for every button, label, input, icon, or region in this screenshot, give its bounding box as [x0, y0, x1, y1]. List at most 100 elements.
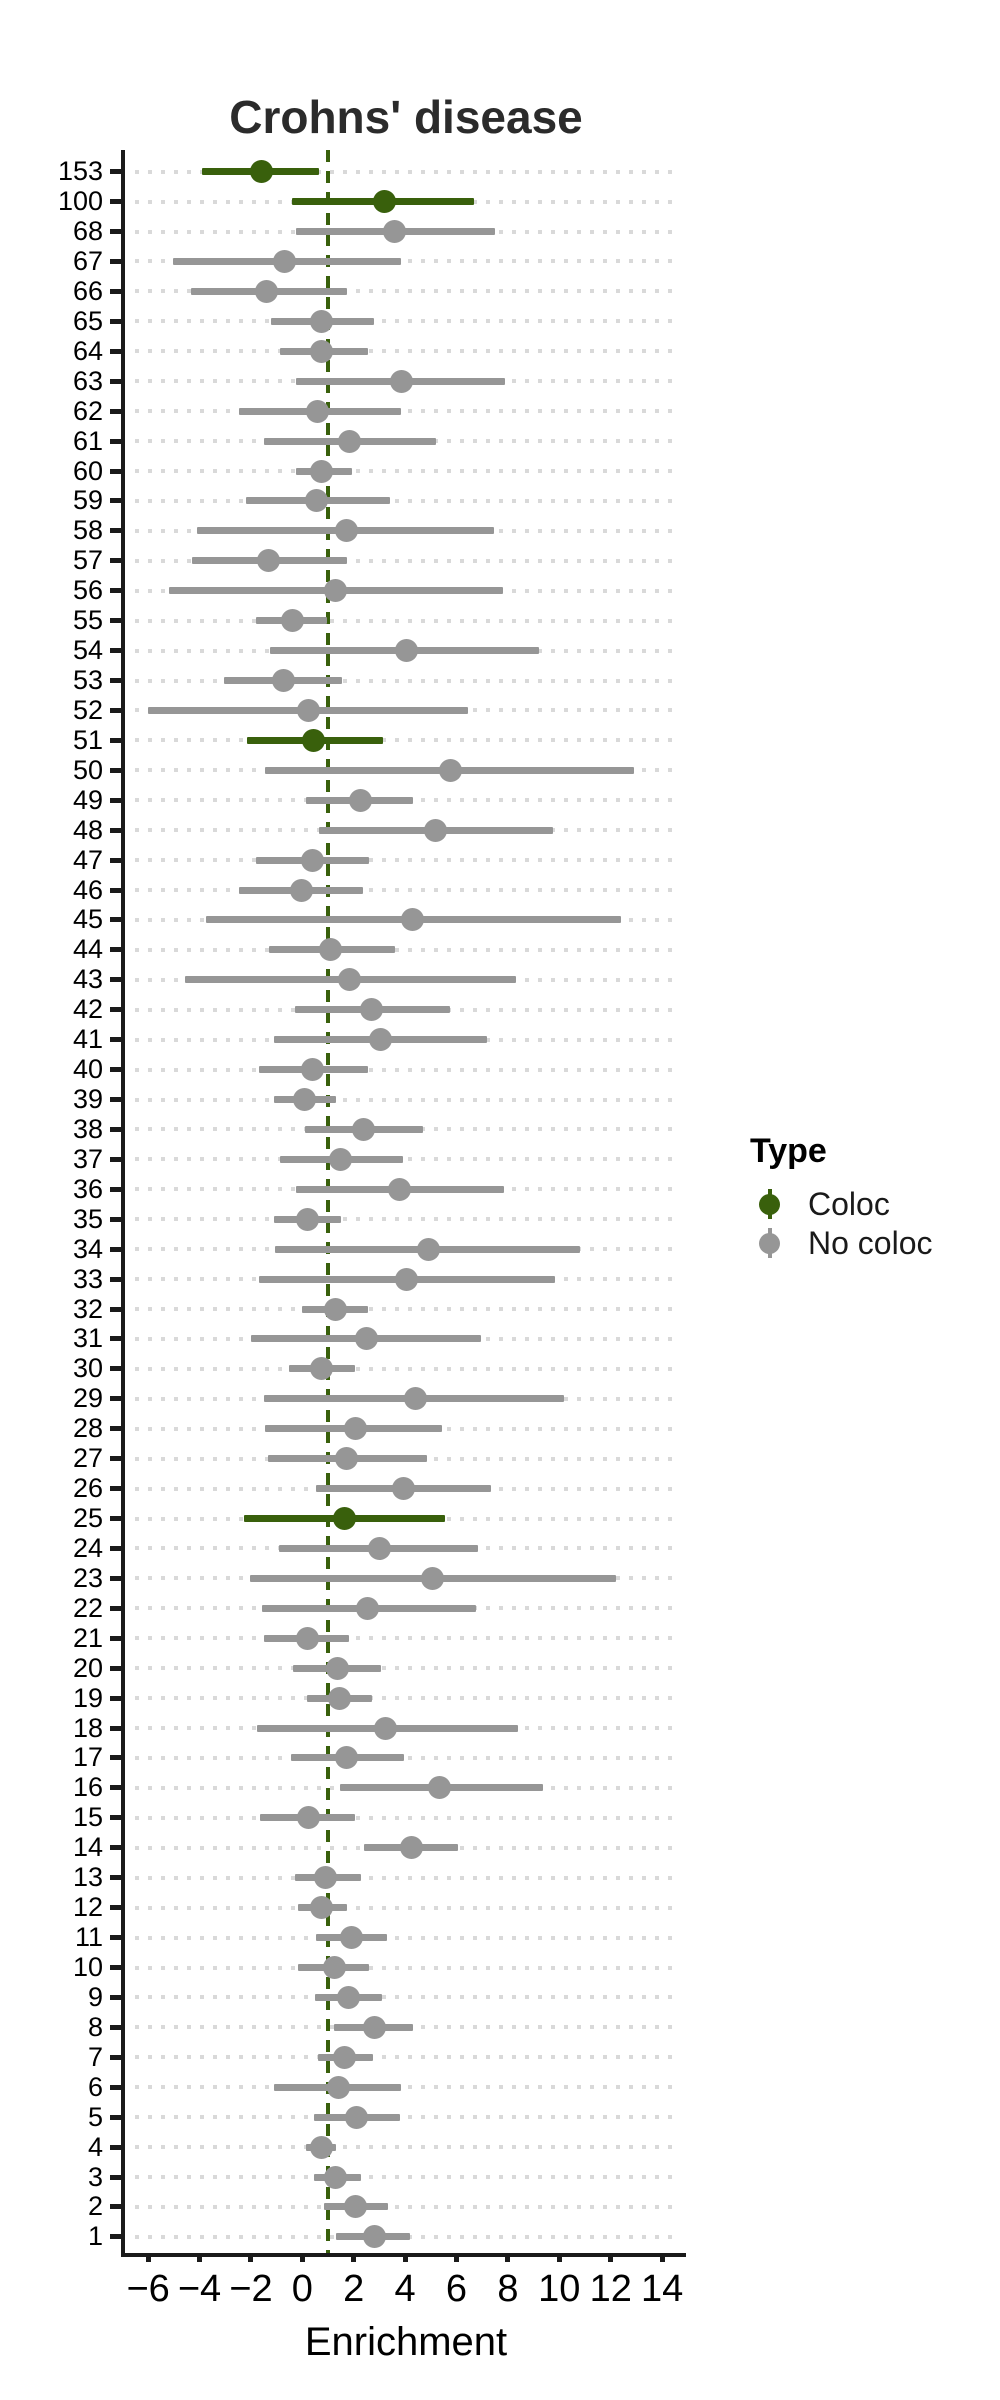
point-estimate: [373, 190, 397, 214]
y-tick-label: 21: [72, 1622, 103, 1653]
y-tick-label: 66: [72, 275, 103, 306]
point-estimate: [403, 1387, 427, 1411]
y-tick-label: 100: [57, 186, 103, 217]
y-tick: [110, 2144, 121, 2150]
y-tick: [110, 1396, 121, 1402]
y-tick: [110, 1097, 121, 1103]
gridline: [135, 349, 678, 354]
y-tick-label: 10: [72, 1952, 103, 1982]
point-estimate: [313, 1866, 337, 1890]
x-tick-label: 8: [497, 2268, 519, 2310]
y-tick-label: 33: [72, 1263, 103, 1294]
y-tick-label: 12: [72, 1892, 103, 1923]
y-tick: [110, 887, 121, 893]
y-tick-label: 55: [72, 605, 103, 636]
y-tick-label: 61: [72, 425, 103, 456]
point-estimate: [271, 669, 295, 692]
y-tick: [110, 528, 121, 534]
y-tick: [110, 1725, 121, 1731]
y-tick-label: 30: [72, 1353, 103, 1384]
y-tick-label: 13: [72, 1862, 103, 1893]
y-tick: [110, 947, 121, 953]
point-estimate: [329, 1147, 353, 1171]
legend-label: No coloc: [808, 1224, 933, 1261]
point-estimate: [362, 2015, 386, 2039]
y-tick-label: 6: [87, 2071, 103, 2102]
point-estimate: [301, 848, 325, 872]
point-estimate: [424, 818, 448, 842]
gridline: [135, 2175, 678, 2179]
y-tick-label: 25: [72, 1503, 103, 1534]
y-tick: [110, 1426, 121, 1432]
legend-label: Coloc: [808, 1185, 890, 1222]
y-tick-label: 39: [72, 1084, 103, 1115]
y-tick-label: 4: [87, 2131, 103, 2162]
gridline: [135, 498, 678, 503]
gridline: [135, 2204, 678, 2209]
y-tick-label: 27: [72, 1443, 103, 1474]
point-estimate: [369, 1028, 393, 1052]
point-estimate: [324, 2165, 348, 2189]
y-tick-label: 22: [72, 1592, 103, 1623]
y-tick: [110, 1516, 121, 1522]
y-tick: [110, 2234, 121, 2240]
y-tick-label: 3: [87, 2161, 103, 2192]
x-tick-label: −2: [229, 2268, 273, 2310]
y-tick-label: 17: [72, 1742, 103, 1773]
y-tick-label: 32: [72, 1293, 103, 1324]
x-tick: [556, 2253, 562, 2262]
y-tick: [110, 2204, 121, 2210]
y-tick: [110, 438, 121, 444]
y-tick-label: 16: [72, 1772, 103, 1803]
y-tick: [110, 2024, 121, 2030]
point-estimate: [348, 788, 372, 812]
y-tick: [110, 1785, 121, 1791]
gridline: [135, 858, 678, 863]
point-estimate: [306, 399, 330, 423]
y-tick: [110, 558, 121, 564]
point-estimate: [272, 249, 296, 273]
x-tick-label: 6: [445, 2268, 468, 2310]
y-tick: [110, 1605, 121, 1611]
y-tick-label: 60: [72, 455, 103, 486]
gridline: [135, 947, 678, 952]
y-tick-label: 26: [72, 1473, 103, 1504]
point-estimate: [310, 339, 334, 363]
y-tick-label: 38: [72, 1113, 103, 1144]
y-tick: [110, 2054, 121, 2060]
gridline: [135, 1905, 678, 1910]
point-estimate: [334, 1746, 358, 1770]
point-estimate: [310, 309, 334, 333]
point-estimate: [344, 2105, 368, 2129]
y-tick: [110, 1246, 121, 1252]
y-tick: [110, 1186, 121, 1192]
y-tick: [110, 229, 121, 235]
gridline: [135, 2055, 678, 2060]
chart-title: Crohns' disease: [229, 91, 583, 143]
point-estimate: [249, 160, 273, 184]
gridline: [135, 1875, 678, 1880]
y-tick-label: 2: [87, 2191, 103, 2222]
gridline: [135, 169, 678, 174]
y-tick: [110, 678, 121, 683]
y-tick: [110, 169, 121, 175]
y-tick: [110, 1695, 121, 1701]
y-tick-label: 52: [72, 694, 103, 725]
point-estimate: [301, 1058, 325, 1082]
y-tick-label: 41: [72, 1024, 103, 1055]
point-estimate: [374, 1716, 398, 1740]
gridline: [135, 1097, 678, 1102]
x-tick: [505, 2253, 511, 2262]
x-tick: [351, 2253, 357, 2262]
y-tick-label: 50: [72, 754, 103, 785]
y-tick-label: 14: [72, 1832, 103, 1863]
gridline: [135, 1935, 678, 1940]
point-estimate: [356, 1596, 380, 1620]
point-estimate: [324, 1297, 348, 1321]
y-tick-label: 57: [72, 545, 103, 576]
point-estimate: [302, 728, 326, 752]
y-tick-label: 44: [72, 934, 103, 965]
x-tick-label: 12: [589, 2268, 632, 2310]
gridline: [135, 1307, 678, 1312]
